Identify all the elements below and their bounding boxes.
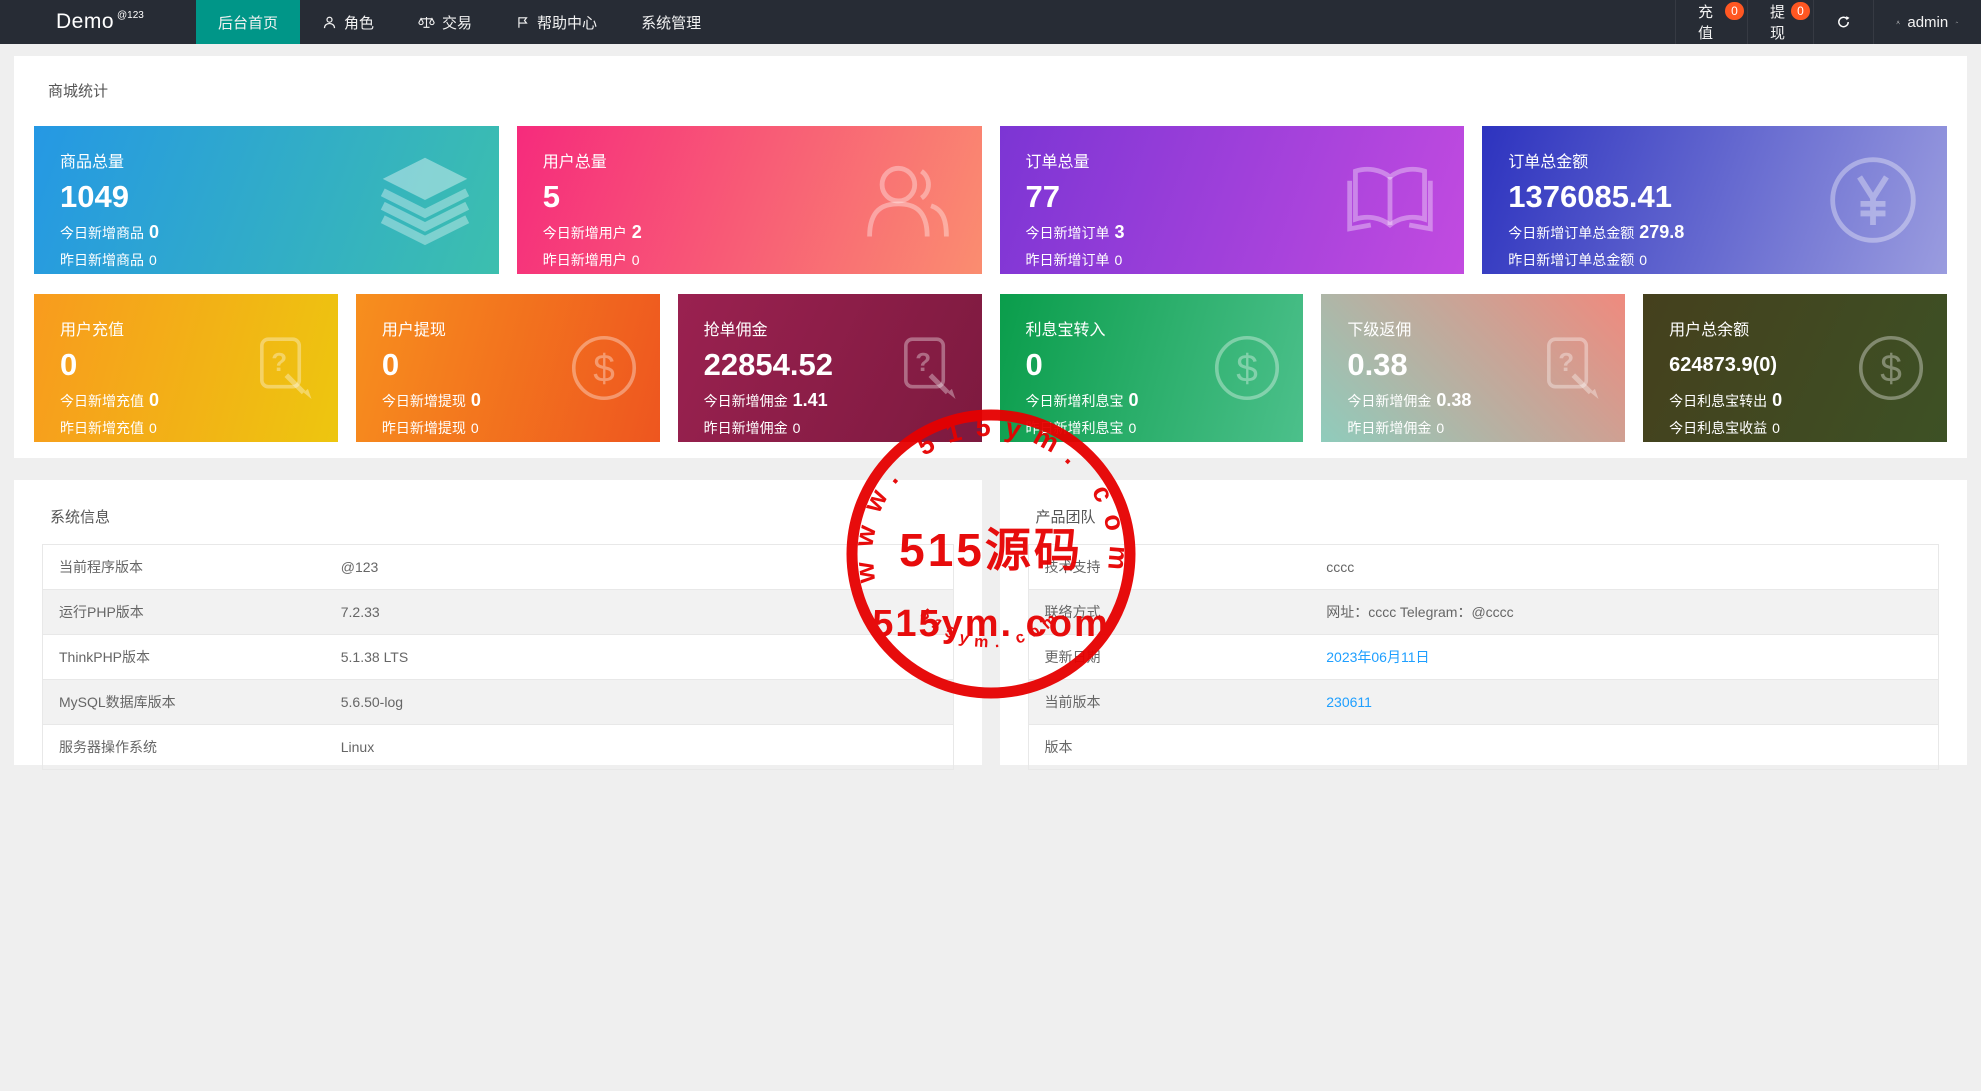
svg-text:$: $ — [1880, 348, 1902, 391]
nav-item-system[interactable]: 系统管理 — [641, 14, 702, 32]
table-row: ThinkPHP版本 5.1.38 LTS — [42, 634, 953, 680]
flag-icon — [518, 16, 528, 28]
username: admin — [1907, 13, 1949, 31]
doc-question-icon: ? — [259, 337, 312, 399]
table-row: MySQL数据库版本 5.6.50-log — [42, 679, 953, 725]
nav-item-trade[interactable]: 交易 — [396, 0, 494, 44]
current-version-link[interactable]: 230611 — [1310, 679, 1939, 725]
navbar-right: 充值 0 提现 0 admin — [1675, 0, 1981, 44]
layers-icon — [380, 157, 469, 246]
dollar-icon: $ — [571, 335, 636, 401]
svg-text:$: $ — [593, 348, 615, 391]
nav-item-dashboard[interactable]: 后台首页 — [196, 0, 301, 44]
doc-question-icon: ? — [1547, 337, 1599, 399]
withdraw-badge: 0 — [1791, 2, 1810, 20]
table-row: 当前版本 230611 — [1028, 679, 1939, 725]
main-menu: 后台首页 角色 交易 帮助中心 系统管理 — [196, 0, 723, 44]
user-menu[interactable]: admin — [1873, 0, 1981, 44]
update-date-link[interactable]: 2023年06月11日 — [1310, 634, 1939, 680]
svg-text:?: ? — [1558, 349, 1574, 377]
table-row: 版本 — [1028, 724, 1939, 770]
stats-panel: 商城统计 商品总量 1049 今日新增商品 0 昨日新增商品 0 用户总量 5 今日… — [14, 56, 1967, 458]
navbar-spacer — [723, 0, 1675, 44]
scales-icon — [418, 16, 435, 28]
stat-card-total-balance: 用户总余额 624873.9(0) 今日利息宝转出 0 今日利息宝收益 0 $ — [1643, 294, 1947, 442]
stat-card-users: 用户总量 5 今日新增用户 2 昨日新增用户 0 — [516, 126, 982, 274]
stat-card-orders: 订单总量 77 今日新增订单 3 昨日新增订单 0 — [999, 126, 1465, 274]
refresh-button[interactable] — [1813, 0, 1873, 44]
chevron-up-icon — [1955, 21, 1959, 23]
stats-title: 商城统计 — [48, 83, 109, 100]
svg-text:$: $ — [1237, 348, 1259, 391]
logo-version: @123 — [117, 9, 144, 21]
stats-row-2: 用户充值 0 今日新增充值 0 昨日新增充值 0 ? 用户提现 0 今日新增提现 0 … — [34, 294, 1947, 442]
stats-row-1: 商品总量 1049 今日新增商品 0 昨日新增商品 0 用户总量 5 今日新增用户 2… — [34, 126, 1947, 274]
refresh-icon — [1838, 16, 1850, 28]
table-row: 当前程序版本 @123 — [59, 559, 379, 575]
app-logo: Demo @123 — [0, 0, 196, 44]
yen-icon — [1830, 157, 1916, 243]
stat-card-user-recharge: 用户充值 0 今日新增充值 0 昨日新增充值 0 ? — [34, 294, 338, 442]
dollar-icon: $ — [1215, 335, 1280, 401]
users-icon — [866, 165, 949, 237]
recharge-badge: 0 — [1725, 2, 1744, 20]
table-row: 联络方式 网址：cccc Telegram：@cccc — [1028, 589, 1939, 635]
system-info-panel: 系统信息 当前程序版本 @123 运行PHP版本 7.2.33 ThinkPHP版本… — [14, 480, 982, 770]
product-team-title: 产品团队 — [1035, 509, 1096, 526]
nav-item-roles[interactable]: 角色 — [300, 0, 396, 44]
table-row: 运行PHP版本 7.2.33 — [42, 589, 953, 635]
withdraw-button[interactable]: 提现 0 — [1747, 0, 1813, 44]
table-row: 服务器操作系统 Linux — [42, 724, 953, 770]
system-info-table: 当前程序版本 @123 运行PHP版本 7.2.33 ThinkPHP版本 5.1.3… — [42, 544, 954, 770]
recharge-button[interactable]: 充值 0 — [1675, 0, 1747, 44]
logo-text: Demo — [56, 10, 115, 33]
top-navbar: Demo @123 后台首页 角色 交易 帮助中心 系统管理 充值 0 提现 0 — [0, 0, 1981, 44]
user-icon — [1896, 20, 1900, 24]
table-row: 技术支持 cccc — [1044, 559, 1355, 575]
stat-card-grab-commission: 抢单佣金 22854.52 今日新增佣金 1.41 昨日新增佣金 0 ? — [677, 294, 982, 442]
stat-card-user-withdraw: 用户提现 0 今日新增提现 0 昨日新增提现 0 $ — [355, 294, 660, 442]
system-info-title: 系统信息 — [50, 509, 111, 526]
product-team-panel: 产品团队 技术支持 cccc 联络方式 网址：cccc Telegram：@cccc… — [999, 480, 1967, 770]
svg-text:?: ? — [915, 349, 931, 377]
stat-card-sub-rebate: 下级返佣 0.38 今日新增佣金 0.38 昨日新增佣金 0 ? — [1321, 294, 1626, 442]
doc-question-icon: ? — [903, 337, 956, 399]
svg-text:?: ? — [271, 349, 287, 377]
stat-card-products: 商品总量 1049 今日新增商品 0 昨日新增商品 0 — [34, 126, 499, 274]
bottom-tables: 系统信息 当前程序版本 @123 运行PHP版本 7.2.33 ThinkPHP版本… — [14, 480, 1967, 770]
table-row: 更新日期 2023年06月11日 — [1028, 634, 1939, 680]
dollar-icon: $ — [1858, 335, 1924, 401]
product-team-table: 技术支持 cccc 联络方式 网址：cccc Telegram：@cccc 更新日期… — [1027, 544, 1939, 770]
stat-card-interest-in: 利息宝转入 0 今日新增利息宝 0 昨日新增利息宝 0 $ — [999, 294, 1304, 442]
stat-card-order-amount: 订单总金额 1376085.41 今日新增订单总金额 279.8 昨日新增订单总金… — [1482, 126, 1947, 274]
book-icon — [1347, 166, 1433, 232]
user-icon — [323, 16, 336, 28]
nav-item-help[interactable]: 帮助中心 — [494, 0, 619, 44]
